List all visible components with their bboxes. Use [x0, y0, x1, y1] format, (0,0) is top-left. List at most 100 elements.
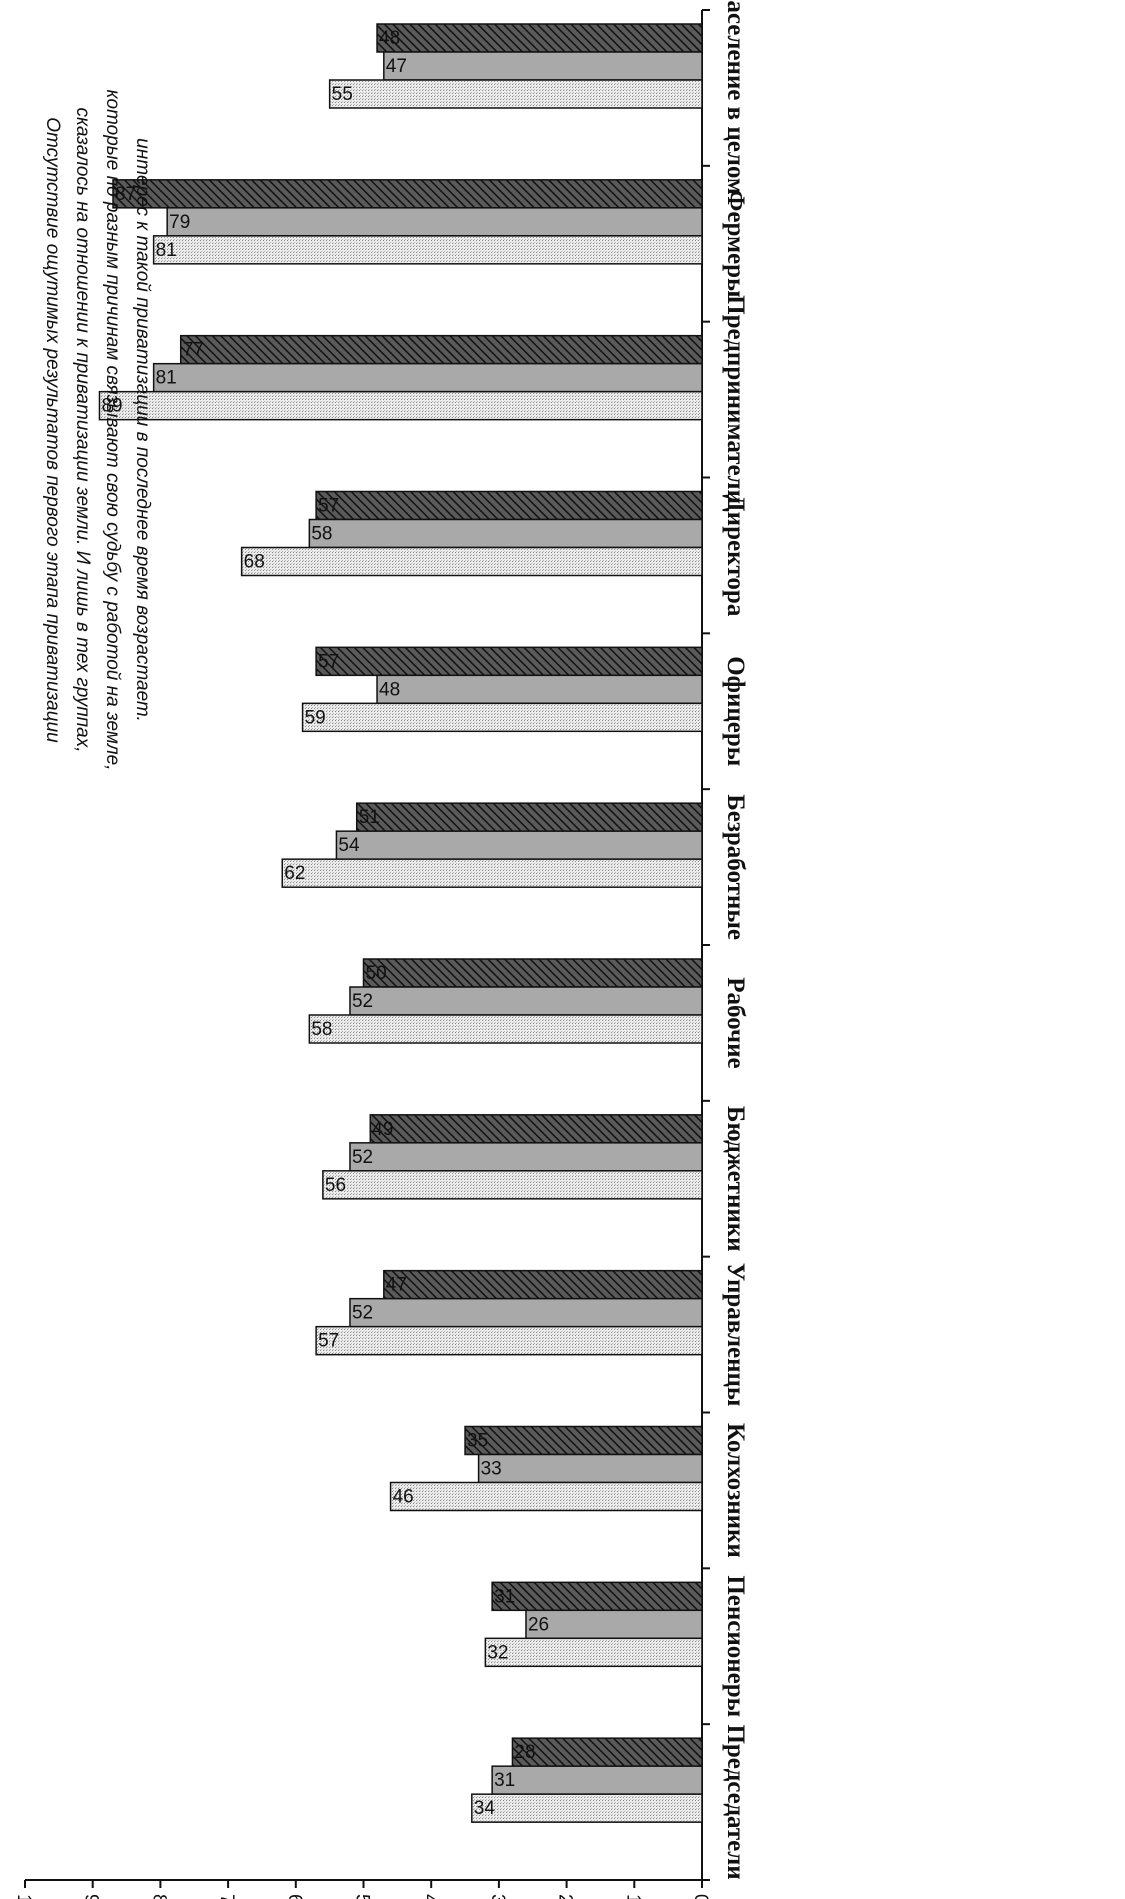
data-label: 31	[494, 1770, 515, 1791]
data-label: 49	[372, 1119, 393, 1140]
tick-label: 10%	[622, 1894, 643, 1899]
data-label: 68	[244, 552, 265, 573]
bar-solid	[383, 51, 703, 81]
bar-dotted	[152, 235, 703, 265]
bar-dotted	[301, 702, 703, 733]
data-label: 81	[156, 240, 177, 261]
category-label: Председатели	[722, 1724, 749, 1879]
category-label: Безработные	[722, 794, 749, 940]
annotation-line: интерес к такой приватизации в последнее…	[132, 138, 153, 722]
bar-dotted	[240, 546, 703, 577]
tick-label: 50%	[352, 1894, 373, 1899]
tick-label: 100%	[13, 1894, 34, 1899]
category-label: Население в целом	[722, 0, 749, 195]
data-label: 32	[487, 1642, 508, 1663]
bar-solid	[491, 1765, 703, 1795]
tick-label: 70%	[216, 1894, 237, 1899]
bar-hatched	[179, 334, 703, 365]
bar-dotted	[308, 1014, 703, 1044]
bar-dotted	[281, 858, 703, 888]
category-label: Рабочие	[722, 977, 749, 1068]
category-label: Управленцы	[722, 1263, 749, 1407]
data-label: 48	[379, 28, 400, 49]
data-label: 33	[481, 1459, 502, 1480]
data-label: 28	[514, 1742, 535, 1763]
bar-solid	[349, 986, 703, 1016]
data-label: 31	[494, 1586, 515, 1607]
data-label: 56	[325, 1175, 346, 1196]
category-label: Пенсионеры	[722, 1575, 749, 1717]
data-label: 54	[338, 835, 360, 856]
data-label: 59	[305, 707, 326, 728]
tick-label: 90%	[81, 1894, 102, 1899]
data-label: 58	[311, 1019, 332, 1040]
data-label: 55	[332, 84, 353, 105]
tick-label: 30%	[487, 1894, 508, 1899]
category-label: Бюджетники	[722, 1106, 749, 1252]
bar-hatched	[315, 490, 703, 521]
data-label: 46	[393, 1487, 414, 1508]
bar-dotted	[98, 390, 703, 421]
bar-hatched	[355, 802, 703, 832]
data-label: 52	[352, 991, 373, 1012]
bar-hatched	[315, 646, 703, 677]
data-label: 47	[386, 1275, 407, 1296]
data-label: 48	[379, 679, 400, 700]
annotation-line: Отсутствие ощутимых результатов первого …	[42, 117, 63, 743]
bar-hatched	[369, 1114, 703, 1144]
tick-label: 40%	[419, 1894, 440, 1899]
bar-dotted	[322, 1170, 703, 1200]
data-label: 52	[352, 1147, 373, 1168]
bar-hatched	[464, 1425, 703, 1456]
category-label: Фермеры	[722, 190, 749, 298]
data-label: 35	[467, 1431, 488, 1452]
bar-solid	[376, 674, 703, 705]
data-label: 50	[366, 963, 387, 984]
data-label: 34	[474, 1798, 496, 1819]
data-label: 62	[284, 863, 305, 884]
bar-solid	[308, 518, 703, 549]
data-label: 47	[386, 56, 407, 77]
tick-label: 0%	[690, 1894, 711, 1899]
tick-label: 60%	[284, 1894, 305, 1899]
category-label: Предприниматели	[722, 295, 749, 504]
bar-dotted	[484, 1637, 703, 1668]
bar-dotted	[389, 1481, 703, 1512]
bar-hatched	[491, 1581, 703, 1612]
tick-label: 80%	[148, 1894, 169, 1899]
bar-solid	[152, 362, 703, 393]
data-label: 57	[318, 496, 339, 517]
data-label: 51	[359, 807, 380, 828]
data-label: 52	[352, 1303, 373, 1324]
bar-hatched	[112, 179, 703, 209]
bar-solid	[477, 1453, 703, 1484]
bar-dotted	[471, 1793, 703, 1823]
bar-solid	[166, 207, 703, 237]
bar-hatched	[362, 958, 703, 988]
annotation-line: которые по разным причинам связывают сво…	[102, 90, 123, 771]
annotation-line: сказалось на отношении к приватизации зе…	[72, 108, 93, 753]
bar-solid	[335, 830, 703, 860]
data-label: 87	[115, 184, 136, 205]
bar-solid	[349, 1297, 703, 1328]
data-label: 81	[156, 368, 177, 389]
bar-solid	[349, 1142, 703, 1172]
bar-solid	[525, 1609, 703, 1640]
bar-dotted	[315, 1325, 703, 1356]
data-label: 77	[183, 340, 204, 361]
data-label: 57	[318, 1331, 339, 1352]
annotation-text: Отсутствие ощутимых результатов первого …	[42, 90, 153, 771]
tick-label: 20%	[555, 1894, 576, 1899]
category-label: Директора	[722, 494, 749, 616]
bar-hatched	[376, 23, 703, 53]
bar-hatched	[511, 1737, 703, 1767]
bar-hatched	[383, 1269, 703, 1300]
category-label: Офицеры	[722, 656, 749, 766]
data-label: 57	[318, 651, 339, 672]
bar-dotted	[328, 79, 703, 109]
data-label: 89	[101, 396, 122, 417]
data-label: 58	[311, 524, 332, 545]
data-label: 79	[169, 212, 190, 233]
data-label: 26	[528, 1614, 549, 1635]
